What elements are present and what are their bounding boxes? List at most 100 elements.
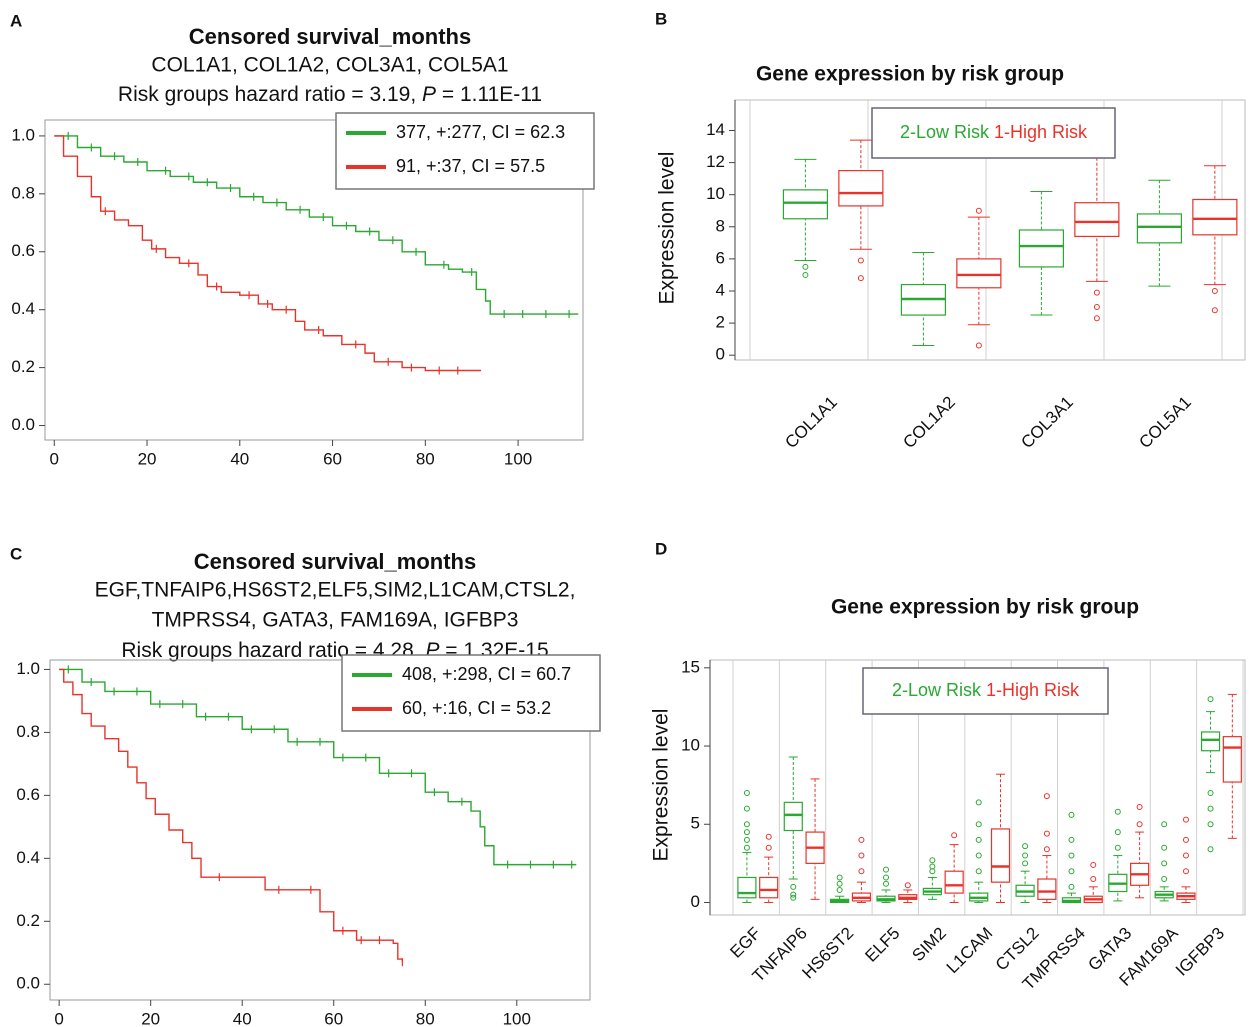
- y-tick-label: 0.0: [11, 415, 35, 434]
- outlier: [929, 863, 936, 870]
- outlier: [802, 263, 809, 270]
- x-tick-label: 60: [324, 1009, 343, 1027]
- y-tick-label: 12: [706, 152, 725, 171]
- outlier: [1182, 868, 1189, 875]
- x-tick-label: COL1A2: [899, 393, 959, 453]
- outlier: [1161, 844, 1168, 851]
- box: [990, 828, 1011, 883]
- box: [1222, 736, 1242, 783]
- x-tick-label: 0: [50, 449, 59, 468]
- y-tick-label: 0.0: [16, 974, 40, 993]
- legend-label: 60, +:16, CI = 53.2: [402, 698, 551, 718]
- outlier: [1068, 883, 1075, 890]
- panel-label: C: [10, 544, 22, 563]
- x-tick-label: COL1A1: [781, 393, 841, 453]
- outlier: [1068, 811, 1075, 818]
- outlier: [743, 805, 750, 812]
- panel-label: D: [655, 539, 667, 558]
- outlier: [1022, 852, 1029, 859]
- outlier: [743, 821, 750, 828]
- outlier: [1090, 861, 1097, 868]
- legend-label: 2-Low Risk: [892, 680, 982, 700]
- outlier: [1093, 304, 1100, 311]
- outlier: [1182, 836, 1189, 843]
- outlier: [883, 874, 889, 881]
- outlier: [743, 829, 750, 836]
- plot-frame: [49, 659, 591, 1001]
- outlier: [975, 342, 982, 349]
- outlier: [1114, 829, 1121, 836]
- hazard-text: Risk groups hazard ratio = 3.19,: [118, 83, 422, 106]
- outlier: [858, 836, 865, 843]
- y-tick-label: 0.4: [11, 299, 35, 318]
- outlier: [790, 891, 797, 898]
- box: [838, 170, 884, 207]
- survival-curve: [59, 668, 404, 963]
- y-tick-label: 5: [691, 814, 700, 833]
- chart-title: Gene expression by risk group: [831, 596, 1139, 619]
- y-tick-label: 14: [706, 120, 725, 139]
- y-tick-label: 0.6: [16, 785, 40, 804]
- outlier: [975, 852, 982, 859]
- outlier: [765, 844, 772, 851]
- box: [944, 870, 964, 894]
- y-axis-label: Expression level: [650, 709, 673, 862]
- outlier: [1182, 816, 1189, 823]
- x-tick-label: 40: [233, 1009, 252, 1027]
- outlier: [1043, 793, 1050, 800]
- outlier: [1161, 860, 1168, 867]
- outlier: [1161, 876, 1168, 883]
- y-tick-label: 10: [706, 184, 725, 203]
- subtitle: TMPRSS4, GATA3, FAM169A, IGFBP3: [152, 609, 519, 632]
- outlier: [1114, 808, 1121, 815]
- x-tick-label: COL3A1: [1017, 393, 1077, 453]
- chart-title: Censored survival_months: [194, 549, 476, 574]
- legend-box: [862, 667, 1109, 715]
- outlier: [765, 833, 772, 840]
- x-tick-label: 20: [141, 1009, 160, 1027]
- y-tick-label: 0.8: [11, 183, 35, 202]
- outlier: [1068, 836, 1075, 843]
- outlier: [857, 257, 864, 264]
- outlier: [975, 207, 982, 214]
- legend-label: 1-High Risk: [986, 680, 1080, 700]
- y-tick-label: 15: [681, 657, 700, 676]
- outlier: [1090, 876, 1097, 883]
- box: [1200, 731, 1221, 752]
- x-tick-label: 20: [138, 449, 157, 468]
- outlier: [1211, 307, 1218, 314]
- box: [1037, 878, 1057, 900]
- p-symbol: P: [422, 83, 436, 106]
- legend: 2-Low Risk 1-High Risk: [892, 680, 1080, 700]
- x-tick-label: 100: [503, 1009, 531, 1027]
- outlier: [975, 868, 982, 875]
- y-tick-label: 0: [716, 345, 725, 364]
- legend-label: 408, +:298, CI = 60.7: [402, 664, 571, 684]
- x-tick-label: IGFBP3: [1172, 924, 1228, 980]
- legend-label: 1-High Risk: [994, 122, 1088, 142]
- box: [956, 258, 1002, 289]
- outlier: [975, 836, 982, 843]
- x-tick-label: 40: [230, 449, 249, 468]
- outlier: [975, 799, 982, 806]
- outlier: [904, 882, 911, 889]
- outlier: [790, 883, 797, 890]
- box: [1192, 198, 1238, 236]
- y-tick-label: 0.6: [11, 241, 35, 260]
- outlier: [1136, 821, 1143, 828]
- outlier: [951, 832, 958, 839]
- y-tick-label: 1.0: [16, 659, 40, 678]
- outlier: [1136, 804, 1143, 811]
- y-tick-label: 0.2: [16, 911, 40, 930]
- outlier: [1114, 844, 1121, 851]
- subtitle: COL1A1, COL1A2, COL3A1, COL5A1: [151, 54, 508, 77]
- box: [759, 876, 779, 899]
- outlier: [883, 880, 889, 887]
- subtitle: EGF,TNFAIP6,HS6ST2,ELF5,SIM2,L1CAM,CTSL2…: [95, 579, 576, 602]
- chart-title: Gene expression by risk group: [756, 63, 1064, 86]
- x-tick-label: 80: [416, 449, 435, 468]
- legend-box: [871, 107, 1116, 159]
- outlier: [802, 271, 809, 278]
- x-tick-label: L1CAM: [943, 924, 997, 978]
- outlier: [1207, 789, 1214, 796]
